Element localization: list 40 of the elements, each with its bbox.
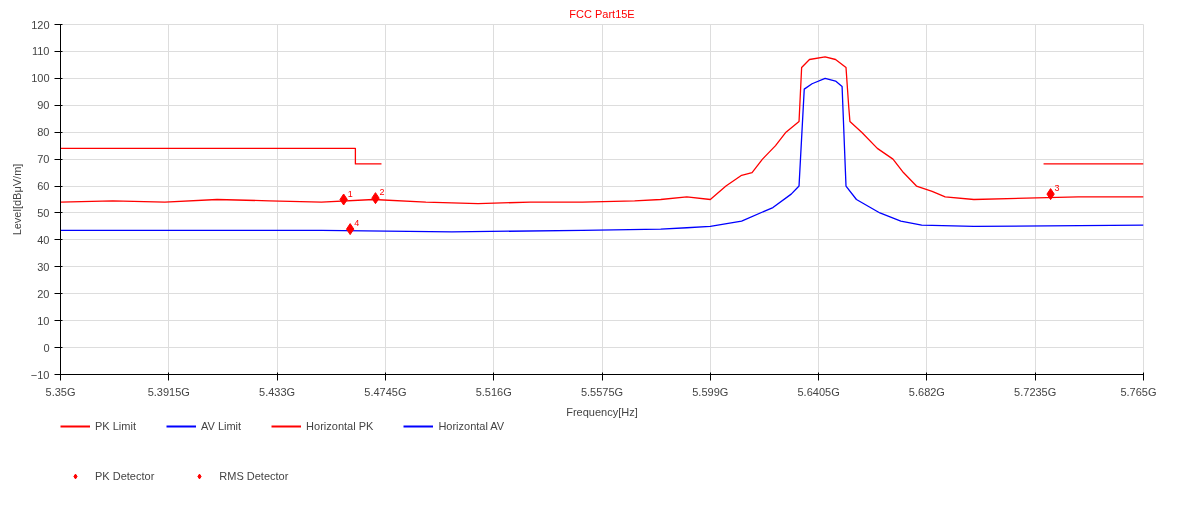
- y-tick-label: 90: [37, 99, 50, 112]
- line-series: [60, 56, 1144, 205]
- x-tick-label: 5.3915G: [147, 385, 190, 398]
- y-tick-label: 0: [43, 341, 50, 354]
- y-tick-label: 50: [37, 206, 50, 219]
- legend-label: RMS Detector: [219, 470, 289, 482]
- y-tick-label: 100: [31, 72, 50, 85]
- legend-label: PK Limit: [95, 420, 136, 432]
- y-tick-label: 20: [37, 287, 50, 300]
- line-series: [60, 77, 1144, 233]
- y-tick-label: 120: [31, 18, 50, 31]
- y-tick-label: 60: [37, 180, 50, 193]
- x-tick-label: 5.682G: [908, 385, 945, 398]
- chart-title: FCC Part15E: [569, 7, 635, 20]
- x-tick-label: 5.7235G: [1014, 385, 1057, 398]
- y-tick-label: 110: [31, 45, 50, 58]
- legend-label: PK Detector: [95, 470, 155, 482]
- x-axis-title: Frequency[Hz]: [566, 405, 638, 418]
- y-tick-label: −10: [30, 368, 50, 381]
- x-tick-label: 5.599G: [692, 385, 729, 398]
- legend-label: Horizontal PK: [306, 420, 374, 432]
- annotation: 4: [354, 218, 360, 229]
- y-tick-label: 40: [37, 233, 50, 246]
- y-tick-label: 30: [37, 260, 50, 273]
- y-tick-label: 10: [37, 314, 50, 327]
- x-tick-label: 5.765G: [1120, 385, 1157, 398]
- annotation: 3: [1054, 183, 1060, 194]
- annotation: 1: [347, 188, 353, 199]
- x-tick-label: 5.4745G: [364, 385, 407, 398]
- x-tick-label: 5.6405G: [797, 385, 840, 398]
- y-tick-label: 70: [37, 153, 50, 166]
- x-tick-label: 5.35G: [45, 385, 76, 398]
- legend-label: Horizontal AV: [438, 420, 505, 432]
- x-tick-label: 5.5575G: [580, 385, 624, 398]
- y-axis-title: Level[dBμV/m]: [10, 163, 23, 236]
- legend-label: AV Limit: [200, 420, 242, 432]
- x-tick-label: 5.433G: [259, 385, 296, 398]
- annotation: 2: [379, 187, 385, 198]
- x-tick-label: 5.516G: [475, 385, 512, 398]
- y-tick-label: 80: [37, 126, 50, 139]
